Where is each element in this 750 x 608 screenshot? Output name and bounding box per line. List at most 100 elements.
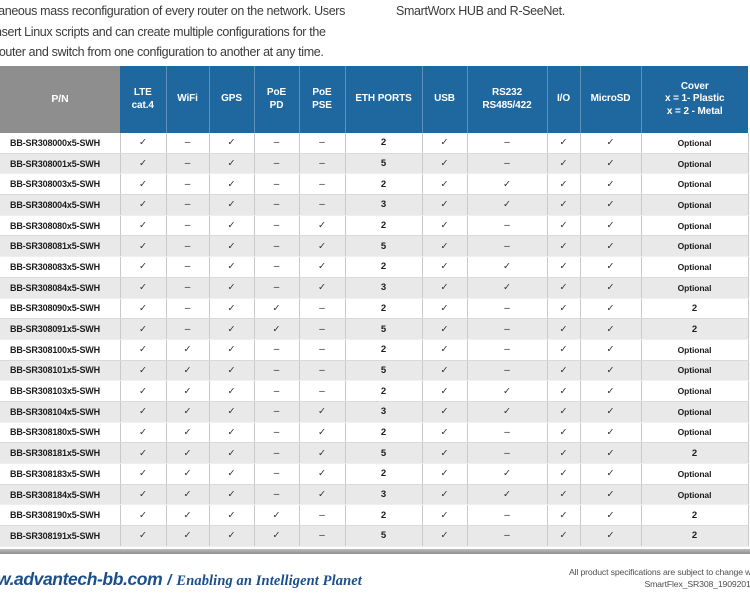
check-icon: ✓ — [209, 339, 255, 361]
part-number-cell: BB-SR308180x5-SWH — [0, 422, 121, 444]
column-header-pn: P/N — [0, 66, 120, 133]
value-cell: 2 — [345, 504, 423, 527]
table-row: BB-SR308180x5-SWH ✓ ✓ ✓ – ✓ 2 ✓ – ✓ ✓ Optional — [0, 422, 749, 444]
table-row: BB-SR308083x5-SWH ✓ – ✓ – ✓ 2 ✓ ✓ ✓ ✓ Optional — [0, 256, 749, 278]
check-icon: ✓ — [422, 504, 468, 527]
website-url[interactable]: w.advantech-bb.com — [0, 569, 163, 589]
check-icon: ✓ — [580, 525, 642, 547]
table-row: BB-SR308183x5-SWH ✓ ✓ ✓ – ✓ 2 ✓ ✓ ✓ ✓ Optional — [0, 463, 749, 485]
check-icon: ✓ — [547, 153, 581, 175]
value-cell: 5 — [345, 360, 423, 382]
check-icon: ✓ — [209, 422, 255, 444]
check-icon: ✓ — [422, 484, 468, 506]
column-header-lte: LTE cat.4 — [120, 66, 167, 133]
dash-icon: – — [254, 256, 300, 278]
dash-icon: – — [254, 339, 300, 361]
check-icon: ✓ — [166, 360, 210, 382]
check-icon: ✓ — [299, 277, 346, 299]
column-header-wifi: WiFi — [166, 66, 210, 133]
check-icon: ✓ — [209, 463, 255, 485]
dash-icon: – — [467, 360, 548, 382]
check-icon: ✓ — [120, 463, 167, 485]
check-icon: ✓ — [422, 215, 468, 237]
check-icon: ✓ — [422, 463, 468, 485]
dash-icon: – — [254, 463, 300, 485]
check-icon: ✓ — [547, 401, 581, 423]
dash-icon: – — [299, 504, 346, 527]
part-number-cell: BB-SR308104x5-SWH — [0, 401, 121, 423]
dash-icon: – — [166, 318, 210, 340]
table-header-row: P/N LTE cat.4 WiFi GPS PoE PD PoE PSE ETH PORT… — [0, 66, 748, 133]
value-cell: 2 — [345, 173, 423, 196]
dash-icon: – — [299, 194, 346, 216]
check-icon: ✓ — [254, 504, 300, 527]
check-icon: ✓ — [422, 194, 468, 216]
column-header-poe-pse: PoE PSE — [299, 66, 346, 133]
check-icon: ✓ — [166, 401, 210, 423]
table-row: BB-SR308104x5-SWH ✓ ✓ ✓ – ✓ 3 ✓ ✓ ✓ ✓ Optional — [0, 401, 749, 423]
part-number-cell: BB-SR308001x5-SWH — [0, 153, 121, 175]
value-cell: 2 — [345, 215, 423, 237]
dash-icon: – — [166, 256, 210, 278]
dash-icon: – — [254, 153, 300, 175]
check-icon: ✓ — [166, 442, 210, 464]
dash-icon: – — [254, 442, 300, 464]
check-icon: ✓ — [299, 401, 346, 423]
check-icon: ✓ — [209, 360, 255, 382]
intro-text-right: SmartWorx HUB and R-SeeNet. — [396, 4, 565, 18]
value-cell: 5 — [345, 318, 423, 340]
dash-icon: – — [467, 442, 548, 464]
part-number-cell: BB-SR308091x5-SWH — [0, 318, 121, 340]
check-icon: ✓ — [166, 484, 210, 506]
footer-slash: / — [167, 572, 172, 589]
part-number-cell: BB-SR308183x5-SWH — [0, 463, 121, 485]
check-icon: ✓ — [254, 318, 300, 340]
check-icon: ✓ — [422, 277, 468, 299]
check-icon: ✓ — [120, 442, 167, 464]
dash-icon: – — [254, 380, 300, 402]
value-cell: 2 — [641, 318, 749, 340]
value-cell: Optional — [641, 235, 749, 258]
check-icon: ✓ — [422, 525, 468, 547]
check-icon: ✓ — [467, 194, 548, 216]
table-row: BB-SR308191x5-SWH ✓ ✓ ✓ ✓ –5 ✓ – ✓ ✓ 2 — [0, 525, 749, 547]
check-icon: ✓ — [580, 215, 642, 237]
check-icon: ✓ — [422, 256, 468, 278]
check-icon: ✓ — [467, 380, 548, 402]
part-number-cell: BB-SR308000x5-SWH — [0, 133, 121, 154]
check-icon: ✓ — [209, 215, 255, 237]
check-icon: ✓ — [254, 525, 300, 547]
spec-disclaimer: All product specifications are subject t… — [568, 567, 750, 577]
dash-icon: – — [299, 380, 346, 402]
value-cell: 2 — [641, 442, 749, 464]
check-icon: ✓ — [580, 133, 642, 154]
part-number-cell: BB-SR308081x5-SWH — [0, 235, 121, 258]
check-icon: ✓ — [422, 298, 468, 320]
dash-icon: – — [254, 277, 300, 299]
value-cell: Optional — [641, 422, 749, 444]
dash-icon: – — [166, 173, 210, 196]
check-icon: ✓ — [580, 235, 642, 258]
check-icon: ✓ — [580, 173, 642, 196]
dash-icon: – — [254, 401, 300, 423]
check-icon: ✓ — [547, 484, 581, 506]
check-icon: ✓ — [422, 442, 468, 464]
check-icon: ✓ — [422, 360, 468, 382]
check-icon: ✓ — [467, 256, 548, 278]
dash-icon: – — [467, 215, 548, 237]
check-icon: ✓ — [120, 484, 167, 506]
check-icon: ✓ — [467, 277, 548, 299]
check-icon: ✓ — [547, 422, 581, 444]
dash-icon: – — [166, 153, 210, 175]
table-row: BB-SR308001x5-SWH ✓ – ✓ – –5 ✓ – ✓ ✓ Optional — [0, 153, 749, 175]
check-icon: ✓ — [209, 298, 255, 320]
part-number-cell: BB-SR308100x5-SWH — [0, 339, 121, 361]
table-row: BB-SR308184x5-SWH ✓ ✓ ✓ – ✓ 3 ✓ ✓ ✓ ✓ Optional — [0, 484, 749, 506]
dash-icon: – — [254, 360, 300, 382]
check-icon: ✓ — [580, 298, 642, 320]
part-number-cell: BB-SR308080x5-SWH — [0, 215, 121, 237]
part-number-cell: BB-SR308084x5-SWH — [0, 277, 121, 299]
value-cell: 2 — [345, 463, 423, 485]
check-icon: ✓ — [547, 525, 581, 547]
table-row: BB-SR308080x5-SWH ✓ – ✓ – ✓ 2 ✓ – ✓ ✓ Optional — [0, 215, 749, 237]
